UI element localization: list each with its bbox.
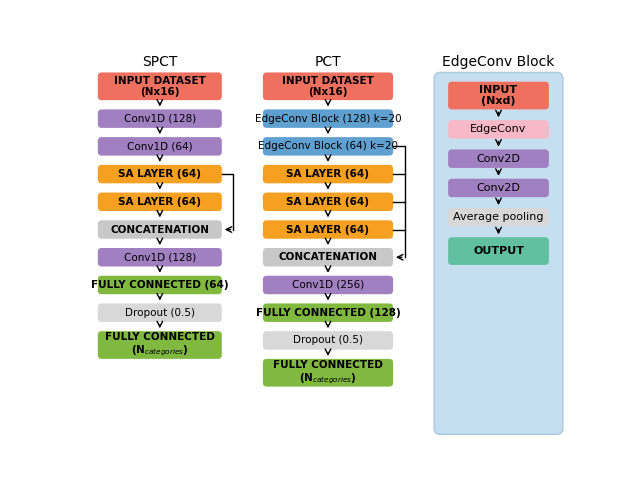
Text: EdgeConv Block (64) k=20: EdgeConv Block (64) k=20: [258, 141, 398, 151]
FancyBboxPatch shape: [448, 120, 549, 139]
Text: EdgeConv Block (128) k=20: EdgeConv Block (128) k=20: [255, 114, 401, 124]
FancyBboxPatch shape: [263, 137, 393, 156]
Text: Dropout (0.5): Dropout (0.5): [293, 335, 363, 345]
FancyBboxPatch shape: [98, 304, 222, 322]
FancyBboxPatch shape: [263, 109, 393, 128]
Text: Average pooling: Average pooling: [453, 212, 544, 222]
Text: INPUT DATASET
(Nx16): INPUT DATASET (Nx16): [282, 76, 374, 97]
Text: Conv2D: Conv2D: [477, 154, 520, 164]
FancyBboxPatch shape: [263, 331, 393, 350]
Text: OUTPUT: OUTPUT: [473, 246, 524, 256]
Text: SA LAYER (64): SA LAYER (64): [287, 169, 369, 179]
Text: CONCATENATION: CONCATENATION: [110, 224, 209, 234]
Text: Conv1D (128): Conv1D (128): [124, 114, 196, 124]
Text: FULLY CONNECTED
(N$_{categories}$): FULLY CONNECTED (N$_{categories}$): [273, 360, 383, 386]
Text: Conv1D (128): Conv1D (128): [124, 252, 196, 262]
Text: Conv2D: Conv2D: [477, 183, 520, 193]
FancyBboxPatch shape: [434, 73, 563, 434]
FancyBboxPatch shape: [263, 304, 393, 322]
Text: FULLY CONNECTED (64): FULLY CONNECTED (64): [91, 280, 228, 290]
FancyBboxPatch shape: [448, 208, 549, 226]
Text: SA LAYER (64): SA LAYER (64): [118, 169, 202, 179]
FancyBboxPatch shape: [98, 165, 222, 183]
Text: Dropout (0.5): Dropout (0.5): [125, 308, 195, 318]
FancyBboxPatch shape: [448, 237, 549, 265]
FancyBboxPatch shape: [98, 276, 222, 294]
FancyBboxPatch shape: [263, 248, 393, 267]
Text: SA LAYER (64): SA LAYER (64): [287, 224, 369, 234]
FancyBboxPatch shape: [263, 359, 393, 387]
Text: CONCATENATION: CONCATENATION: [278, 252, 378, 262]
FancyBboxPatch shape: [263, 192, 393, 211]
FancyBboxPatch shape: [263, 165, 393, 183]
FancyBboxPatch shape: [263, 220, 393, 239]
FancyBboxPatch shape: [98, 73, 222, 100]
FancyBboxPatch shape: [448, 179, 549, 197]
Text: Conv1D (256): Conv1D (256): [292, 280, 364, 290]
Text: EdgeConv Block: EdgeConv Block: [442, 55, 555, 69]
FancyBboxPatch shape: [98, 109, 222, 128]
FancyBboxPatch shape: [98, 220, 222, 239]
FancyBboxPatch shape: [98, 192, 222, 211]
FancyBboxPatch shape: [98, 331, 222, 359]
FancyBboxPatch shape: [98, 137, 222, 156]
FancyBboxPatch shape: [448, 149, 549, 168]
Text: Conv1D (64): Conv1D (64): [127, 141, 193, 151]
Text: EdgeConv: EdgeConv: [470, 124, 527, 134]
Text: SA LAYER (64): SA LAYER (64): [118, 197, 202, 207]
Text: PCT: PCT: [315, 55, 341, 69]
Text: INPUT DATASET
(Nx16): INPUT DATASET (Nx16): [114, 76, 206, 97]
Text: SPCT: SPCT: [142, 55, 177, 69]
Text: SA LAYER (64): SA LAYER (64): [287, 197, 369, 207]
Text: FULLY CONNECTED
(N$_{categories}$): FULLY CONNECTED (N$_{categories}$): [105, 332, 215, 358]
Text: FULLY CONNECTED (128): FULLY CONNECTED (128): [255, 308, 401, 318]
Text: INPUT
(Nxd): INPUT (Nxd): [479, 85, 518, 106]
FancyBboxPatch shape: [98, 248, 222, 267]
FancyBboxPatch shape: [263, 73, 393, 100]
FancyBboxPatch shape: [263, 276, 393, 294]
FancyBboxPatch shape: [448, 82, 549, 109]
